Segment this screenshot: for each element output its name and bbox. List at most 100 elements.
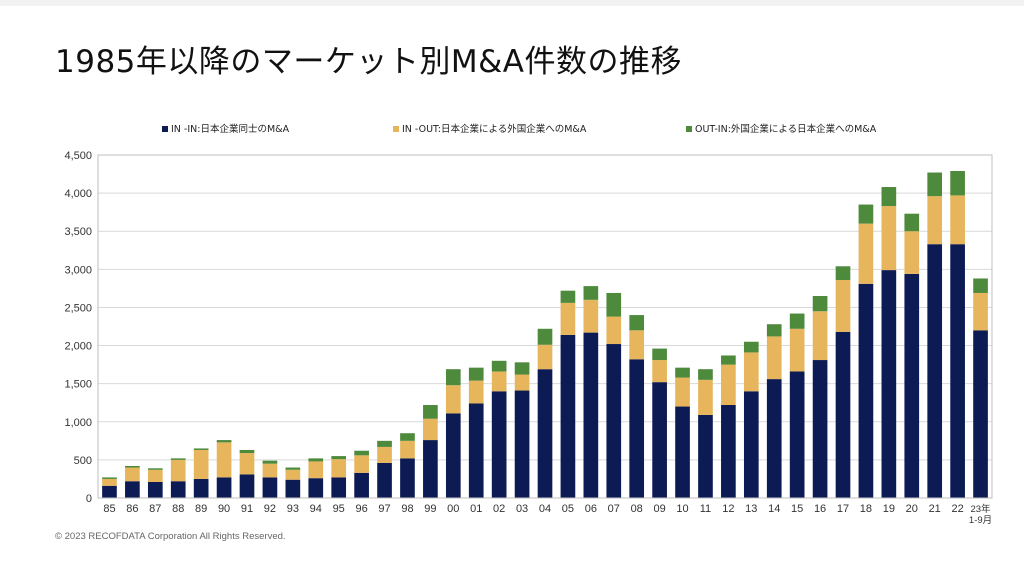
x-tick-label: 10 xyxy=(676,503,688,515)
x-tick-label: 00 xyxy=(447,503,459,515)
x-tick-label: 14 xyxy=(768,503,780,515)
bar-segment-series-3 xyxy=(721,355,736,365)
bar-segment-series-1 xyxy=(285,479,301,498)
bar-segment-series-2 xyxy=(743,352,759,392)
x-tick-label: 18 xyxy=(860,503,872,515)
bar-segment-series-3 xyxy=(377,440,392,447)
x-tick-label: 11 xyxy=(700,503,711,515)
bar-segment-series-2 xyxy=(904,231,920,274)
x-tick-label: 95 xyxy=(333,503,345,515)
bar-segment-series-3 xyxy=(239,449,255,454)
bar-segment-series-1 xyxy=(354,472,369,498)
bar-segment-series-3 xyxy=(468,367,484,381)
y-tick-label: 2,500 xyxy=(64,302,92,314)
x-tick-label: 12 xyxy=(722,503,734,515)
x-tick-label: 91 xyxy=(241,503,253,515)
bar-segment-series-1 xyxy=(262,477,278,498)
bar-segment-series-3 xyxy=(652,348,667,361)
x-tick-label: 93 xyxy=(287,503,299,515)
bar-segment-series-1 xyxy=(583,332,599,498)
y-tick-label: 0 xyxy=(86,493,92,505)
bar-segment-series-1 xyxy=(973,330,988,498)
bar-segment-series-1 xyxy=(904,273,920,498)
bar-segment-series-2 xyxy=(285,469,301,480)
bar-segment-series-2 xyxy=(835,280,851,332)
x-tick-label: 15 xyxy=(791,503,803,515)
bar-segment-series-3 xyxy=(766,324,782,337)
bar-segment-series-1 xyxy=(766,379,782,498)
bar-segment-series-3 xyxy=(331,456,347,460)
bar-segment-series-2 xyxy=(675,377,690,407)
bar-segment-series-3 xyxy=(285,467,301,470)
bar-segment-series-3 xyxy=(743,341,759,353)
bar-segment-series-2 xyxy=(560,302,576,335)
bar-segment-series-3 xyxy=(881,187,897,207)
bar-segment-series-2 xyxy=(147,469,163,482)
y-tick-label: 3,500 xyxy=(64,226,92,238)
x-tick-label: 97 xyxy=(378,503,390,515)
bar-segment-series-2 xyxy=(606,316,622,345)
legend-label: IN -IN:日本企業同士のM&A xyxy=(171,123,290,135)
bar-segment-series-2 xyxy=(400,440,415,459)
x-tick-label: 90 xyxy=(218,503,230,515)
legend-label: IN -OUT:日本企業による外国企業へのM&A xyxy=(402,123,587,135)
x-tick-label: 92 xyxy=(264,503,276,515)
bar-segment-series-1 xyxy=(377,462,392,498)
page-title: 1985年以降のマーケット別M&A件数の推移 xyxy=(55,44,683,80)
bar-segment-series-2 xyxy=(377,446,392,463)
x-tick-label: 1-9月 xyxy=(969,515,992,526)
bar-segment-series-2 xyxy=(858,223,874,284)
bar-segment-series-3 xyxy=(789,313,805,329)
x-tick-label: 86 xyxy=(126,503,138,515)
bar-segment-series-3 xyxy=(147,468,163,470)
bar-segment-series-3 xyxy=(835,266,851,281)
bar-segment-series-3 xyxy=(583,286,599,300)
bar-segment-series-2 xyxy=(950,195,965,245)
legend-label: OUT-IN:外国企業による日本企業へのM&A xyxy=(695,123,877,135)
bar-segment-series-3 xyxy=(858,204,874,224)
y-tick-label: 1,500 xyxy=(64,379,92,391)
bar-segment-series-3 xyxy=(675,367,690,378)
bar-segment-series-1 xyxy=(468,403,484,498)
bar-segment-series-2 xyxy=(354,455,369,473)
x-tick-label: 22 xyxy=(951,503,963,515)
y-tick-label: 2,000 xyxy=(64,341,92,353)
bar-segment-series-3 xyxy=(973,278,988,293)
bar-segment-series-3 xyxy=(125,465,140,468)
bar-segment-series-2 xyxy=(698,379,713,415)
bar-segment-series-1 xyxy=(125,481,140,498)
x-tick-label: 02 xyxy=(493,503,505,515)
bar-segment-series-1 xyxy=(308,478,324,498)
bar-segment-series-1 xyxy=(698,414,713,498)
bar-segment-series-3 xyxy=(812,296,828,312)
bar-segment-series-1 xyxy=(789,371,805,498)
bar-segment-series-1 xyxy=(514,390,530,498)
bar-segment-series-3 xyxy=(102,477,117,479)
x-tick-label: 89 xyxy=(195,503,207,515)
bar-segment-series-1 xyxy=(400,458,415,498)
bar-segment-series-3 xyxy=(514,362,530,375)
bar-segment-series-2 xyxy=(125,467,140,482)
y-tick-label: 500 xyxy=(74,455,92,467)
x-tick-label: 09 xyxy=(653,503,665,515)
bar-segment-series-3 xyxy=(423,405,438,419)
x-tick-label: 05 xyxy=(562,503,574,515)
bar-segment-series-3 xyxy=(606,292,622,317)
bar-segment-series-3 xyxy=(354,450,369,456)
y-tick-label: 4,000 xyxy=(64,188,92,200)
bar-segment-series-3 xyxy=(308,458,324,462)
bar-segment-series-2 xyxy=(262,463,278,478)
bar-segment-series-1 xyxy=(423,440,438,498)
bar-segment-series-1 xyxy=(102,485,117,498)
y-tick-label: 4,500 xyxy=(64,150,92,162)
bar-segment-series-2 xyxy=(652,360,667,383)
bar-segment-series-3 xyxy=(170,458,186,460)
bar-segment-series-3 xyxy=(216,440,232,443)
bar-segment-series-1 xyxy=(491,391,507,498)
bar-segment-series-1 xyxy=(743,391,759,498)
bar-segment-series-2 xyxy=(973,292,988,331)
bar-segment-series-3 xyxy=(560,290,576,303)
bar-segment-series-2 xyxy=(216,442,232,478)
bar-segment-series-2 xyxy=(491,371,507,392)
x-tick-label: 04 xyxy=(539,503,551,515)
